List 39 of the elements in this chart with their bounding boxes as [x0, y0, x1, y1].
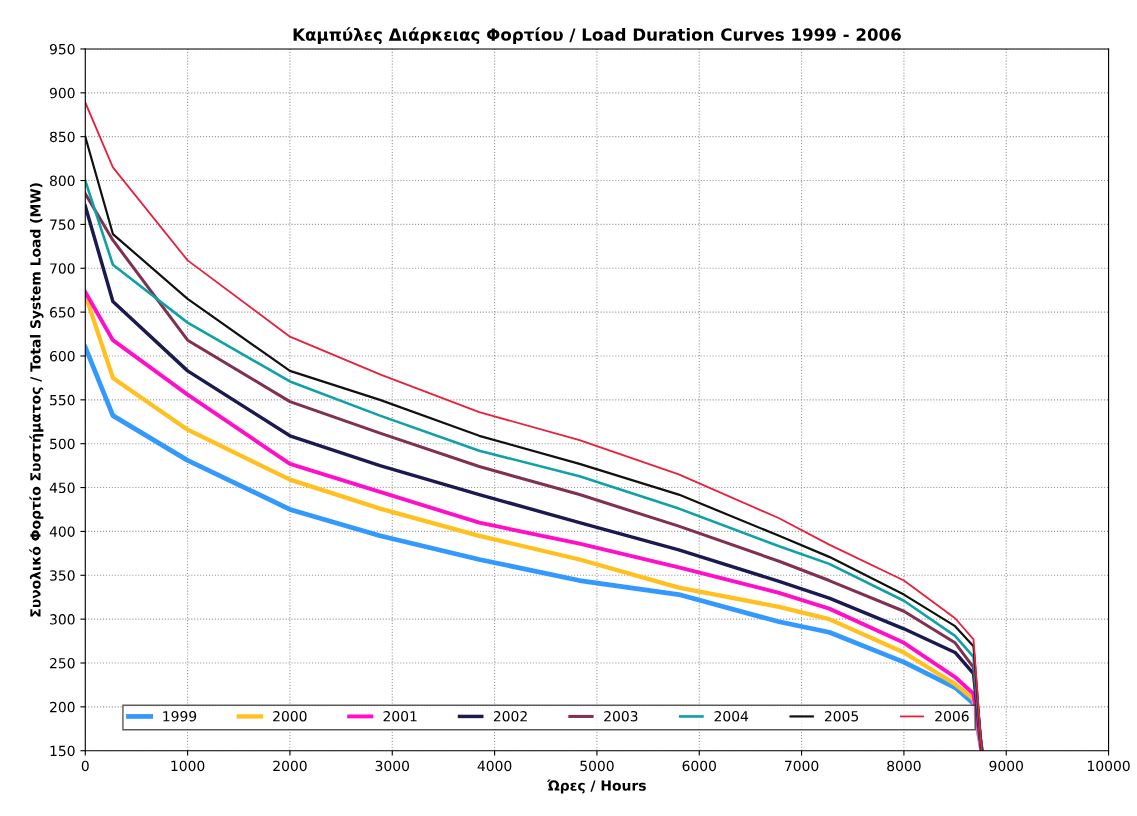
y-tick-label: 950 [49, 43, 75, 55]
x-tick-label: 10000 [1088, 760, 1130, 772]
y-tick-label: 550 [50, 394, 75, 406]
y-tick-label: 300 [50, 614, 75, 625]
x-tick-label: 8000 [887, 760, 921, 772]
x-tick-label: 7000 [785, 760, 819, 772]
y-tick-label: 200 [50, 701, 75, 713]
y-tick-label: 350 [50, 570, 75, 581]
x-tick-label: 1000 [171, 760, 205, 772]
y-tick-label: 450 [49, 482, 75, 494]
x-tick-label: 2000 [273, 760, 307, 772]
legend-label: 2004 [714, 710, 749, 722]
x-axis-title: Ώρες / Hours [546, 779, 646, 794]
y-tick-label: 250 [50, 657, 75, 669]
chart-title: Καμπύλες Διάρκειας Φορτίου / Load Duration Curves 1999 - 2006 [293, 27, 901, 45]
legend-label: 2003 [604, 710, 638, 722]
x-tick-label: 6000 [682, 760, 717, 772]
legend-label: 2002 [493, 710, 527, 722]
y-tick-label: 900 [49, 87, 75, 99]
y-tick-label: 700 [50, 263, 75, 274]
legend-label: 1999 [163, 710, 197, 722]
y-tick-label: 650 [50, 307, 75, 318]
y-tick-label: 500 [50, 438, 75, 450]
legend-label: 2001 [383, 710, 417, 722]
y-tick-label: 150 [50, 745, 75, 757]
x-tick-label: 9000 [989, 760, 1023, 772]
y-tick-label: 850 [49, 131, 75, 143]
legend-label: 2006 [935, 710, 969, 722]
x-tick-label: 0 [81, 760, 89, 772]
y-axis-title: Συνολικό Φορτίο Συστήματος / Total System Load (MW) [29, 183, 44, 617]
y-tick-label: 800 [49, 175, 75, 187]
legend-label: 2000 [273, 710, 307, 722]
legend-label: 2005 [824, 710, 859, 722]
y-tick-label: 400 [49, 526, 75, 537]
y-tick-label: 750 [50, 219, 75, 230]
x-tick-label: 4000 [477, 760, 512, 772]
x-tick-label: 5000 [580, 760, 614, 772]
y-tick-label: 600 [50, 350, 75, 362]
x-tick-label: 3000 [375, 760, 410, 772]
